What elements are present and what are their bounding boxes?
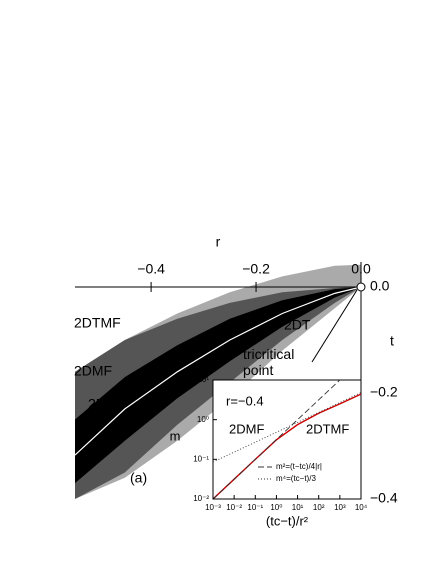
- arrow: [311, 289, 358, 363]
- inset-annotation: 2DMF: [229, 421, 264, 436]
- y-axis-title: t: [390, 333, 394, 349]
- series-line: [213, 392, 361, 463]
- x-tick-label: 10³: [334, 503, 346, 512]
- annotation-line: tricritical: [243, 346, 294, 362]
- annotation-line: point: [243, 362, 273, 378]
- x-axis-title: (tc−t)/r²: [266, 513, 309, 528]
- x-tick-label: 10⁻²: [226, 503, 242, 512]
- x-tick-label: −0.2: [242, 261, 270, 277]
- inset-annotation: 2DTMF: [306, 421, 349, 436]
- inset-annotation: r=−0.4: [226, 393, 264, 408]
- overlay: −0.4 −0.2 0.00.0 −0.2 −0.4 r t 2DTMF 2DMF 2DI 2DT t…: [74, 234, 398, 529]
- y-tick-label: 10⁻¹: [193, 454, 209, 463]
- annotation: 2DT: [284, 317, 311, 333]
- legend-label: m⁴=(tc−t)/3: [276, 474, 316, 483]
- x-tick-label: 10⁰: [270, 503, 282, 512]
- y-tick-label: −0.4: [370, 490, 398, 506]
- y-axis-title: m: [170, 428, 181, 443]
- annotation: tricritical point: [243, 346, 294, 378]
- series-line: [213, 380, 341, 499]
- annotation: 2DTMF: [74, 315, 121, 331]
- critical-line: [75, 286, 361, 456]
- x-tick-label: 0.0: [351, 261, 371, 277]
- annotation: 2DMF: [74, 363, 112, 379]
- inset-frame: [212, 379, 362, 500]
- annotation: (a): [130, 470, 147, 486]
- x-tick-label: 10¹: [292, 503, 304, 512]
- y-tick-label: 10⁻²: [193, 494, 209, 503]
- y-tick-label: −0.2: [370, 384, 398, 400]
- y-tick-label: 10¹: [197, 375, 209, 384]
- x-tick-label: 10⁴: [355, 503, 368, 512]
- legend-label: m²=(t−tc)/4|r|: [276, 462, 322, 471]
- phase-band: [75, 287, 361, 499]
- y-tick-label: 10⁰: [197, 415, 209, 424]
- series-line: [213, 393, 361, 499]
- x-tick-label: 10⁻³: [205, 503, 221, 512]
- inset-plot: [213, 380, 361, 499]
- y-tick-label: 0.0: [370, 278, 390, 294]
- phase-band: [75, 287, 361, 484]
- annotation: 2DI: [88, 396, 110, 412]
- x-tick-label: 10⁻¹: [247, 503, 263, 512]
- tricritical-point: [356, 282, 366, 292]
- x-tick-label: 10²: [313, 503, 325, 512]
- x-axis-title: r: [216, 234, 221, 250]
- x-tick-label: −0.4: [137, 261, 165, 277]
